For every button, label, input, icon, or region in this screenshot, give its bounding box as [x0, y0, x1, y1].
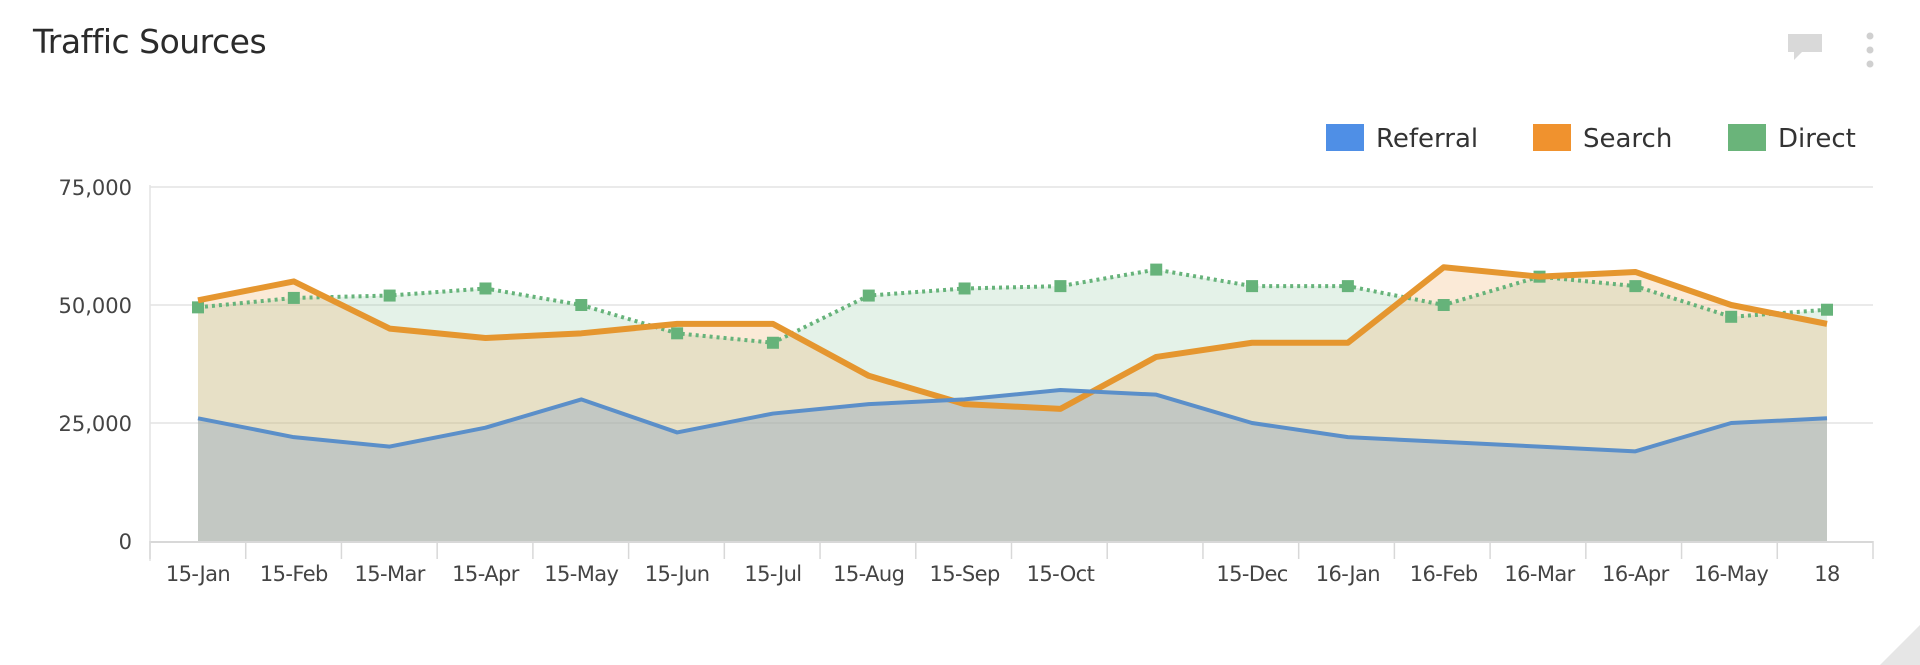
y-tick-label: 0 [119, 530, 132, 554]
legend-label-referral: Referral [1376, 124, 1478, 154]
x-tick-label: 16-Apr [1602, 562, 1670, 586]
x-tick-label: 16-Mar [1504, 562, 1575, 586]
area-search [198, 267, 1827, 541]
point-direct [1821, 303, 1833, 316]
x-tick-label: 15-Oct [1027, 562, 1095, 586]
x-tick-label: 15-Feb [260, 562, 328, 586]
point-direct [1437, 299, 1450, 311]
legend-label-direct: Direct [1778, 124, 1856, 154]
x-tick-label: 18 [1814, 562, 1840, 586]
y-tick-label: 25,000 [59, 412, 132, 436]
point-direct [575, 299, 588, 311]
x-tick-label: 16-Jan [1316, 562, 1380, 586]
point-direct [287, 291, 300, 304]
point-direct [1341, 280, 1354, 293]
point-direct [1725, 310, 1738, 323]
point-direct [1629, 280, 1642, 293]
y-tick-label: 75,000 [59, 176, 132, 200]
x-tick-label: 15-Aug [833, 562, 904, 586]
widget-title: Traffic Sources [33, 22, 267, 61]
line-search [197, 264, 1828, 412]
legend-swatch-search [1533, 124, 1571, 151]
point-direct [479, 282, 492, 295]
point-direct [1150, 263, 1163, 276]
area-referral [198, 389, 1827, 541]
x-tick-label: 15-Dec [1216, 562, 1287, 586]
x-tick-label: 15-Apr [452, 562, 520, 586]
x-tick-label: 16-Feb [1410, 562, 1478, 586]
comment-icon[interactable] [1786, 32, 1824, 62]
x-tick-label: 15-Sep [929, 562, 1000, 586]
x-tick-label: 15-Jun [645, 562, 710, 586]
point-direct [1246, 280, 1259, 293]
x-tick-label: 15-Jan [166, 562, 230, 586]
point-direct [958, 282, 971, 295]
point-direct [383, 289, 396, 302]
x-tick-label: 15-May [544, 562, 618, 586]
point-direct [862, 289, 875, 302]
legend-swatch-direct [1728, 124, 1766, 151]
point-direct [671, 327, 684, 340]
resize-corner[interactable] [1880, 625, 1920, 665]
y-tick-label: 50,000 [59, 294, 132, 318]
kebab-menu-icon[interactable] [1864, 30, 1876, 70]
x-tick-label: 15-Jul [744, 562, 801, 586]
legend-swatch-referral [1326, 124, 1364, 151]
point-direct [1054, 280, 1067, 293]
line-referral [197, 387, 1828, 454]
x-tick-label: 15-Mar [354, 562, 425, 586]
point-direct [192, 301, 204, 314]
legend-label-search: Search [1583, 124, 1672, 154]
point-direct [766, 336, 779, 349]
x-tick-label: 16-May [1694, 562, 1768, 586]
